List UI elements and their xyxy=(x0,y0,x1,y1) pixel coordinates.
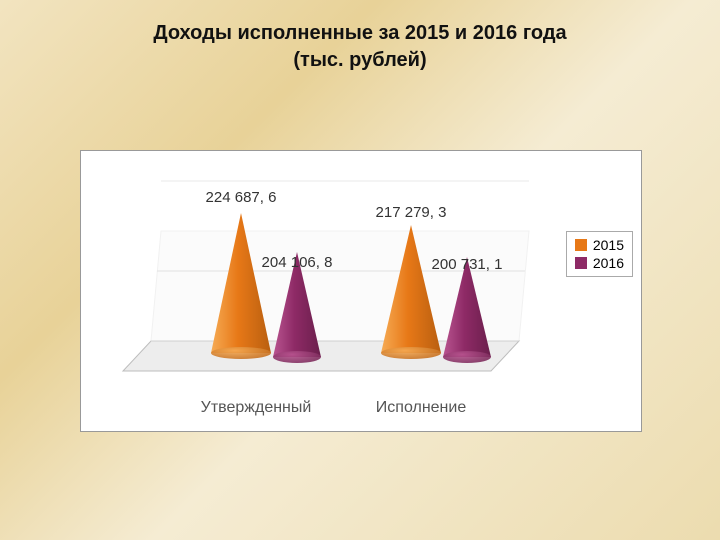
legend-label-2016: 2016 xyxy=(593,255,624,271)
plot-area: 224 687, 6 217 279, 3 204 106, 8 200 731… xyxy=(111,161,531,401)
label-approved-2015: 224 687, 6 xyxy=(206,189,277,206)
title-line2: (тыс. рублей) xyxy=(293,49,426,71)
label-executed-2015: 217 279, 3 xyxy=(376,204,447,221)
legend-swatch-2016 xyxy=(575,257,587,269)
legend-item-2016: 2016 xyxy=(575,254,624,272)
title-line1: Доходы исполненные за 2015 и 2016 года xyxy=(153,22,566,44)
legend-swatch-2015 xyxy=(575,239,587,251)
legend-item-2015: 2015 xyxy=(575,236,624,254)
cone-executed-2015 xyxy=(381,225,441,353)
chart-title: Доходы исполненные за 2015 и 2016 года (… xyxy=(0,20,720,74)
cone-approved-2015 xyxy=(211,213,271,353)
category-label-approved: Утвержденный xyxy=(201,399,312,417)
legend: 2015 2016 xyxy=(566,231,633,277)
label-executed-2016: 200 731, 1 xyxy=(432,256,503,273)
category-label-executed: Исполнение xyxy=(376,399,466,417)
chart-area: 224 687, 6 217 279, 3 204 106, 8 200 731… xyxy=(80,150,642,432)
legend-label-2015: 2015 xyxy=(593,237,624,253)
label-approved-2016: 204 106, 8 xyxy=(262,254,333,271)
